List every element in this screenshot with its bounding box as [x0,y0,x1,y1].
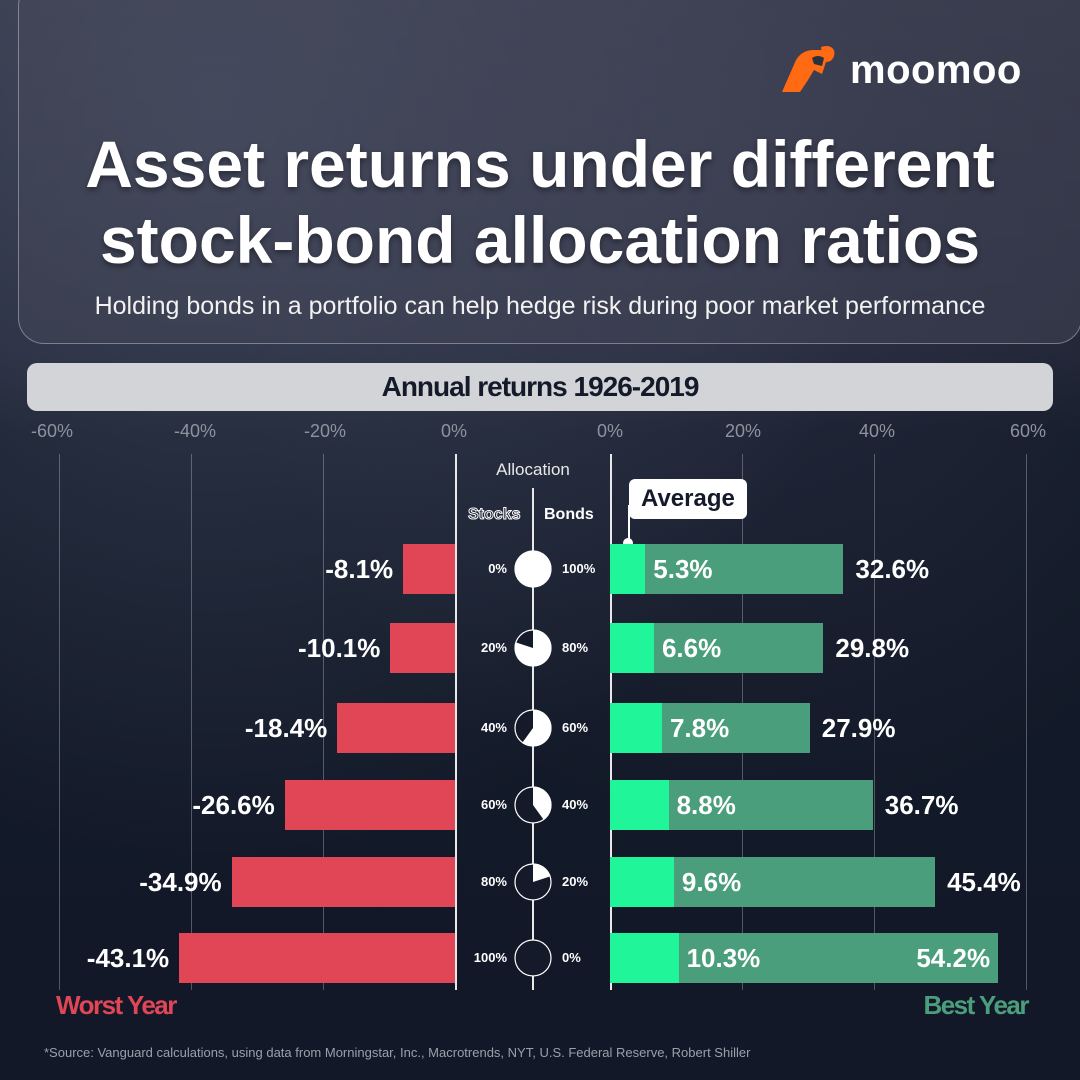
worst-year-value: -34.9% [139,867,222,897]
average-value: 7.8% [669,713,730,743]
average-bar [610,933,679,983]
stocks-percent: 80% [480,874,507,889]
worst-year-bar [284,780,455,830]
average-bar [610,857,674,907]
chart-row: -8.1% 0% 100% 5.3% 32.6% [0,544,1080,594]
stocks-percent: 40% [480,720,507,735]
tick-left-40: -40% [173,421,217,441]
allocation-pie-icon [514,939,552,977]
average-bar [610,544,646,594]
allocation-pie-icon [514,709,552,747]
source-note: *Source: Vanguard calculations, using da… [44,1045,751,1060]
stocks-percent: 100% [473,950,507,965]
bull-icon [782,46,835,92]
worst-year-value: -26.6% [192,790,275,820]
average-pointer [628,505,630,543]
tick-right-60: 60% [1009,421,1047,441]
worst-year-bar [179,933,455,983]
average-bar [610,780,669,830]
allocation-pie-icon [514,629,552,667]
average-pointer-dot [623,538,633,548]
bonds-percent: 0% [562,950,581,965]
best-year-value: 32.6% [855,554,930,584]
zero-line-left [455,454,457,990]
gridline [874,454,875,990]
worst-year-value: -18.4% [244,713,328,743]
average-bar [610,623,654,673]
average-bar [610,703,662,753]
title-line-1: Asset returns under different [85,127,995,201]
best-year-bar [610,544,844,594]
tick-right-0: 0% [596,421,624,441]
allocation-pie-icon [514,550,552,588]
chart-row: -18.4% 40% 60% 7.8% 27.9% [0,703,1080,753]
average-value: 5.3% [653,554,713,584]
legend-worst-year: Worst Year [56,990,177,1020]
best-year-value: 29.8% [835,633,910,663]
average-value: 8.8% [676,790,736,820]
worst-year-value: -43.1% [86,943,170,973]
worst-year-bar [403,544,455,594]
chart-row: -43.1% 100% 0% 10.3% 54.2% [0,933,1080,983]
average-value: 9.6% [681,867,742,897]
allocation-pie-icon [514,786,552,824]
average-value: 6.6% [661,633,722,663]
stocks-percent: 0% [488,561,507,576]
best-year-value: 45.4% [947,867,1021,897]
worst-year-value: -8.1% [325,554,394,584]
gridline [191,454,192,990]
stocks-label: Stocks [467,506,521,524]
best-year-value: 27.9% [821,713,896,743]
tick-left-20: -20% [303,421,347,441]
title-line-2: stock-bond allocation ratios [99,203,981,277]
bonds-percent: 100% [562,561,596,576]
tick-right-40: 40% [858,421,896,441]
average-callout: Average [629,479,747,519]
allocation-pie-icon [514,863,552,901]
brand-logo: moomoo [778,46,1022,94]
stocks-percent: 60% [480,797,507,812]
page-title: Asset returns under different stock-bond… [0,126,1080,278]
chart-row: -10.1% 20% 80% 6.6% 29.8% [0,623,1080,673]
stocks-percent: 20% [480,640,507,655]
bonds-label: Bonds [544,506,594,523]
worst-year-bar [337,703,455,753]
legend-best-year: Best Year [923,990,1029,1020]
best-year-value: 54.2% [916,943,991,973]
bonds-percent: 60% [562,720,589,735]
chart-title: Annual returns 1926-2019 [27,363,1053,411]
average-value: 10.3% [686,943,761,973]
bonds-percent: 80% [562,640,589,655]
brand-name: moomoo [850,47,1022,92]
worst-year-value: -10.1% [297,633,381,663]
bonds-percent: 40% [562,797,589,812]
gridline [1026,454,1027,990]
tick-left-60: -60% [30,421,74,441]
worst-year-bar [390,623,455,673]
header-panel [18,0,1080,344]
gridline [59,454,60,990]
chart-row: -26.6% 60% 40% 8.8% 36.7% [0,780,1080,830]
best-year-value: 36.7% [884,790,959,820]
bonds-percent: 20% [562,874,589,889]
subtitle: Holding bonds in a portfolio can help he… [94,292,986,320]
allocation-title: Allocation [496,460,570,479]
gridline [323,454,324,990]
worst-year-bar [231,857,455,907]
tick-right-20: 20% [724,421,762,441]
tick-left-0: 0% [440,421,468,441]
chart-row: -34.9% 80% 20% 9.6% 45.4% [0,857,1080,907]
